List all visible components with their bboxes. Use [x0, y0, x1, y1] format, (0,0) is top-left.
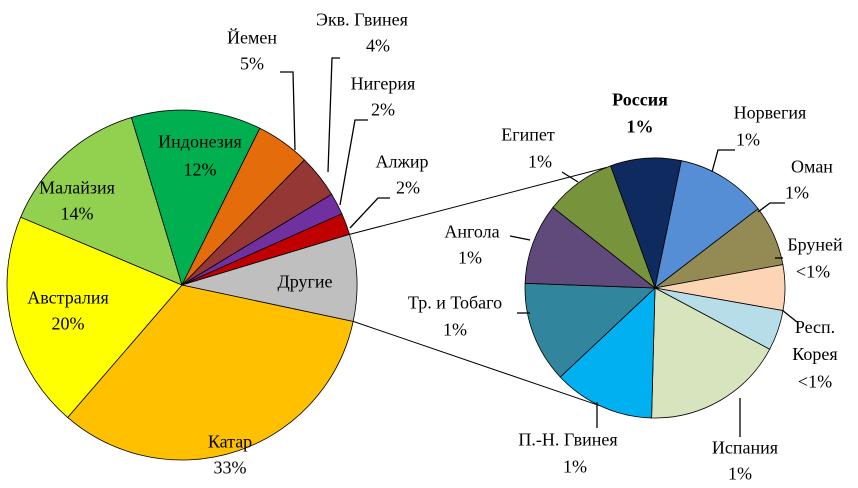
pie-slice: [130, 109, 261, 287]
slice-value: 1%: [563, 456, 587, 477]
slice-name: Ангола: [444, 221, 500, 242]
slice-name: Катар: [207, 431, 253, 452]
leader-line: [339, 119, 368, 206]
slice-value: 20%: [51, 313, 85, 334]
slice-name: Россия: [612, 89, 668, 110]
slice-value: 2%: [396, 177, 420, 198]
leader-line: [280, 71, 296, 151]
slice-name: Норвегия: [733, 102, 807, 123]
leader-line: [327, 57, 340, 173]
pie-slice: [559, 287, 656, 419]
connector-line: [353, 320, 601, 407]
slice-name: П.-Н. Гвинея: [518, 429, 618, 450]
slice-value: 1%: [458, 247, 482, 268]
slice-value: 33%: [213, 457, 247, 478]
leader-line: [349, 197, 390, 229]
slice-name: Оман: [791, 156, 833, 177]
slice-value: <1%: [795, 261, 831, 282]
slice-value: 1%: [728, 463, 752, 484]
pie-slice: [67, 284, 354, 461]
slice-name: Другие: [277, 271, 333, 292]
leader-line: [757, 202, 785, 213]
leader-line: [509, 235, 531, 241]
slice-value: 2%: [371, 99, 395, 120]
slice-name: Йемен: [226, 27, 278, 48]
leader-line: [781, 309, 798, 323]
slice-value: 14%: [60, 203, 94, 224]
pie-slice: [6, 216, 183, 419]
pie-slice: [552, 165, 656, 290]
slice-name: Бруней: [787, 234, 843, 255]
slice-value: 1%: [528, 151, 552, 172]
slice-name: Тр. и Тобаго: [407, 292, 503, 313]
pie-slice: [524, 282, 656, 378]
slice-value: 1%: [736, 129, 760, 150]
slice-value: 5%: [240, 53, 264, 74]
pie-slice: [654, 160, 759, 289]
slice-value: <1%: [797, 371, 833, 392]
slice-value: 1%: [626, 116, 654, 137]
pie-slice: [524, 206, 657, 289]
slice-name: Малайзия: [39, 177, 115, 198]
slice-name: Испания: [711, 437, 779, 458]
connector-line: [349, 166, 607, 235]
slice-name: Индонезия: [158, 131, 242, 152]
slice-name: Респ. Корея: [792, 317, 838, 364]
pie-slice: [20, 116, 183, 286]
slice-value: 12%: [183, 159, 217, 180]
slice-name: Нигерия: [350, 73, 416, 94]
slice-name: Экв. Гвинея: [316, 9, 408, 30]
slice-name: Алжир: [375, 151, 429, 172]
pie-slice: [651, 287, 771, 419]
slice-value: 1%: [443, 319, 467, 340]
leader-line: [711, 149, 735, 173]
slice-name: Египет: [501, 124, 555, 145]
slice-value: 1%: [785, 182, 809, 203]
slice-name: Австралия: [27, 287, 109, 308]
slice-value: 4%: [366, 35, 390, 56]
